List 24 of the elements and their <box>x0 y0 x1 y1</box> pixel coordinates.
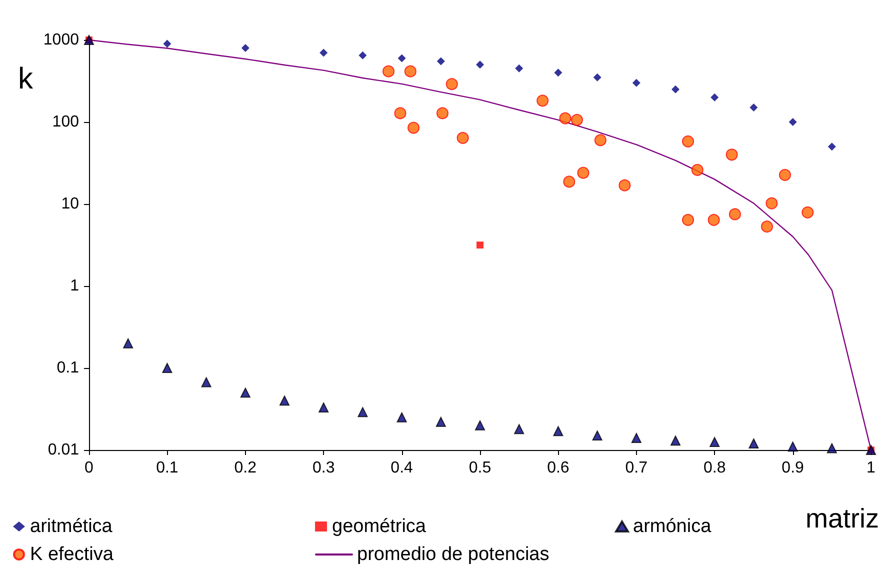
legend-label: armónica <box>633 516 712 537</box>
x-tick-label: 1 <box>866 460 876 476</box>
x-tick-label: 0.5 <box>468 460 492 476</box>
x-tick-label: 0.3 <box>312 460 335 476</box>
x-tick-label: 0.4 <box>390 460 414 476</box>
y-tick-label: 1 <box>70 278 80 294</box>
x-tick-label: 0.6 <box>547 460 570 476</box>
y-tick-label: 10 <box>61 196 80 212</box>
legend-label: K efectiva <box>30 544 114 565</box>
y-axis-title: k <box>18 62 34 96</box>
legend-label: geométrica <box>332 516 426 537</box>
x-tick-label: 0.9 <box>782 460 804 476</box>
y-tick-label: 100 <box>52 114 80 130</box>
y-tick-label: 0.1 <box>56 360 80 376</box>
x-tick-label: 0 <box>84 460 94 476</box>
legend-label: promedio de potencias <box>357 544 550 565</box>
x-tick-label: 0.2 <box>234 460 257 476</box>
y-tick-label: 1000 <box>43 32 80 48</box>
x-tick-label: 0.7 <box>625 460 648 476</box>
legend-label: aritmética <box>30 516 113 537</box>
x-axis-title: matriz <box>806 504 879 534</box>
y-tick-label: 0.01 <box>48 442 80 458</box>
x-tick-label: 0.8 <box>703 460 726 476</box>
x-tick-label: 0.1 <box>156 460 178 476</box>
